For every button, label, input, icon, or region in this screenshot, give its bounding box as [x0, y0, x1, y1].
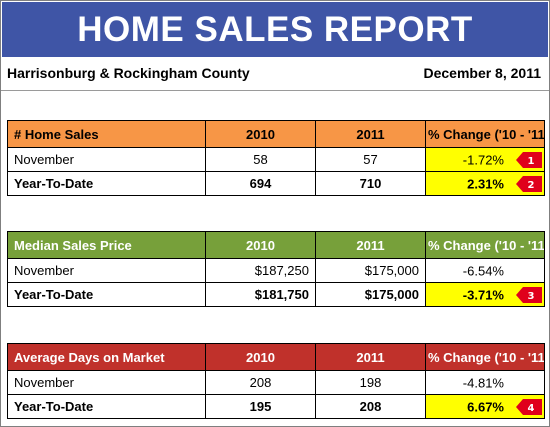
- change-cell: -4.81%: [425, 370, 545, 395]
- value-2010: $187,250: [205, 258, 316, 283]
- column-2011: 2011: [315, 120, 426, 148]
- svg-text:3: 3: [528, 291, 535, 302]
- row-label: November: [7, 147, 206, 172]
- column-change: % Change ('10 - '11): [425, 343, 545, 371]
- change-cell: 6.67% 4: [425, 394, 545, 419]
- table-row: Year-To-Date 195 208 6.67% 4: [7, 394, 545, 419]
- table-header-row: # Home Sales 2010 2011 % Change ('10 - '…: [7, 120, 545, 148]
- table-row: Year-To-Date $181,750 $175,000 -3.71% 3: [7, 282, 545, 307]
- median-price-table: Median Sales Price 2010 2011 % Change ('…: [7, 231, 545, 307]
- column-change: % Change ('10 - '11): [425, 120, 545, 148]
- value-2010: 208: [205, 370, 316, 395]
- report-subheader: Harrisonburg & Rockingham County Decembe…: [1, 57, 549, 91]
- change-value: 2.31%: [467, 176, 504, 191]
- flag-marker-icon: 1: [516, 151, 542, 168]
- value-2011: 710: [315, 171, 426, 196]
- change-value: 6.67%: [467, 399, 504, 414]
- row-label: Year-To-Date: [7, 171, 206, 196]
- column-2011: 2011: [315, 343, 426, 371]
- flag-marker-icon: 2: [516, 175, 542, 192]
- table-row: Year-To-Date 694 710 2.31% 2: [7, 171, 545, 196]
- svg-text:2: 2: [528, 180, 535, 191]
- value-2010: 195: [205, 394, 316, 419]
- section-title: Average Days on Market: [7, 343, 206, 371]
- change-cell: -3.71% 3: [425, 282, 545, 307]
- flag-marker-icon: 4: [516, 398, 542, 415]
- column-change: % Change ('10 - '11): [425, 231, 545, 259]
- change-cell: -1.72% 1: [425, 147, 545, 172]
- value-2011: 198: [315, 370, 426, 395]
- change-value: -4.81%: [462, 375, 504, 390]
- value-2010: $181,750: [205, 282, 316, 307]
- table-row: November $187,250 $175,000 -6.54%: [7, 258, 545, 283]
- report-date: December 8, 2011: [423, 65, 541, 81]
- row-label: November: [7, 370, 206, 395]
- value-2010: 694: [205, 171, 316, 196]
- section-title: Median Sales Price: [7, 231, 206, 259]
- column-2010: 2010: [205, 120, 316, 148]
- change-value: -6.54%: [462, 263, 504, 278]
- value-2011: 208: [315, 394, 426, 419]
- home-sales-table: # Home Sales 2010 2011 % Change ('10 - '…: [7, 120, 545, 196]
- column-2010: 2010: [205, 343, 316, 371]
- change-cell: 2.31% 2: [425, 171, 545, 196]
- svg-text:4: 4: [528, 403, 535, 414]
- location-label: Harrisonburg & Rockingham County: [7, 65, 250, 81]
- column-2011: 2011: [315, 231, 426, 259]
- days-on-market-table: Average Days on Market 2010 2011 % Chang…: [7, 343, 545, 419]
- table-row: November 208 198 -4.81%: [7, 370, 545, 395]
- flag-marker-icon: 3: [516, 286, 542, 303]
- value-2011: 57: [315, 147, 426, 172]
- row-label: Year-To-Date: [7, 282, 206, 307]
- column-2010: 2010: [205, 231, 316, 259]
- table-header-row: Average Days on Market 2010 2011 % Chang…: [7, 343, 545, 371]
- table-header-row: Median Sales Price 2010 2011 % Change ('…: [7, 231, 545, 259]
- change-value: -3.71%: [462, 287, 504, 302]
- section-title: # Home Sales: [7, 120, 206, 148]
- table-row: November 58 57 -1.72% 1: [7, 147, 545, 172]
- report-title: HOME SALES REPORT: [2, 2, 548, 57]
- change-value: -1.72%: [462, 152, 504, 167]
- value-2011: $175,000: [315, 282, 426, 307]
- svg-text:1: 1: [528, 156, 535, 167]
- row-label: Year-To-Date: [7, 394, 206, 419]
- value-2011: $175,000: [315, 258, 426, 283]
- change-cell: -6.54%: [425, 258, 545, 283]
- row-label: November: [7, 258, 206, 283]
- value-2010: 58: [205, 147, 316, 172]
